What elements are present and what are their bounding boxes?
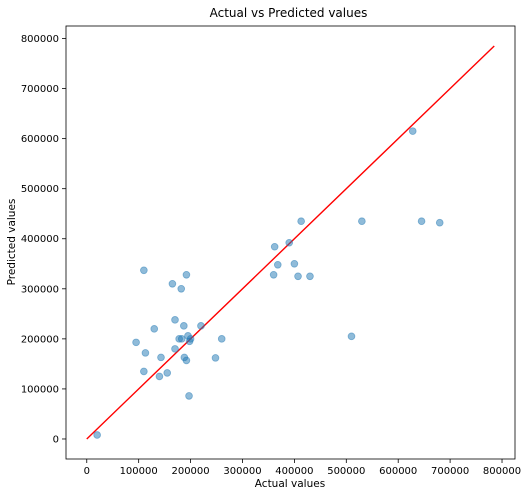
data-point-11 [171,316,179,324]
data-point-37 [417,217,426,226]
data-point-36 [408,127,417,135]
data-point-26 [269,270,278,279]
data-point-31 [294,272,302,281]
plot-frame [65,25,516,460]
y-tick-label: 600000 [21,134,59,145]
data-point-15 [180,322,188,330]
x-tick-label: 300000 [223,466,261,477]
data-point-18 [182,270,191,279]
data-point-1 [132,338,140,347]
x-axis: 0 100000 200000 300000 400000 500000 600000 700… [84,459,521,477]
x-axis-label: Actual values [255,478,325,490]
x-tick-label: 100000 [120,466,158,477]
data-point-13 [177,284,186,293]
x-tick-label: 500000 [327,466,365,477]
y-tick-label: 100000 [21,384,59,395]
data-point-7 [157,353,165,362]
chart-title: Actual vs Predicted values [210,6,368,20]
data-point-3 [140,266,148,275]
y-tick-label: 0 [53,434,59,445]
data-point-24 [211,354,220,362]
data-point-0 [93,431,101,439]
data-point-6 [155,372,164,381]
data-point-5 [150,325,159,333]
data-point-20 [185,392,193,400]
data-point-27 [270,242,279,251]
x-tick-label: 200000 [171,466,209,477]
x-tick-label: 0 [84,466,90,477]
y-axis-label: Predicted values [6,199,18,286]
data-point-32 [297,217,305,226]
y-tick-label: 500000 [21,184,59,195]
data-point-23 [197,322,205,330]
data-point-30 [290,259,299,268]
points-layer [93,127,444,439]
data-point-35 [358,217,366,226]
data-point-33 [306,272,314,281]
data-point-34 [347,332,356,341]
y-tick-label: 400000 [21,234,59,245]
data-point-28 [273,260,282,269]
y-tick-label: 700000 [21,84,59,95]
x-tick-label: 600000 [379,466,417,477]
data-point-8 [163,369,172,377]
y-axis: 0 100000 200000 300000 400000 500000 600000 700… [21,34,66,445]
data-point-22 [186,335,195,343]
data-point-14 [177,335,186,343]
x-tick-label: 400000 [275,466,313,477]
data-point-17 [182,356,191,365]
data-point-29 [285,238,294,247]
x-tick-label: 800000 [483,466,521,477]
y-tick-label: 800000 [21,34,59,45]
x-tick-label: 700000 [431,466,469,477]
data-point-10 [171,345,179,353]
data-point-9 [168,279,177,288]
data-point-2 [140,367,148,376]
data-point-25 [217,335,226,343]
y-tick-label: 300000 [21,284,59,295]
y-tick-label: 200000 [21,334,59,345]
data-point-38 [435,218,444,227]
data-point-4 [141,349,150,357]
